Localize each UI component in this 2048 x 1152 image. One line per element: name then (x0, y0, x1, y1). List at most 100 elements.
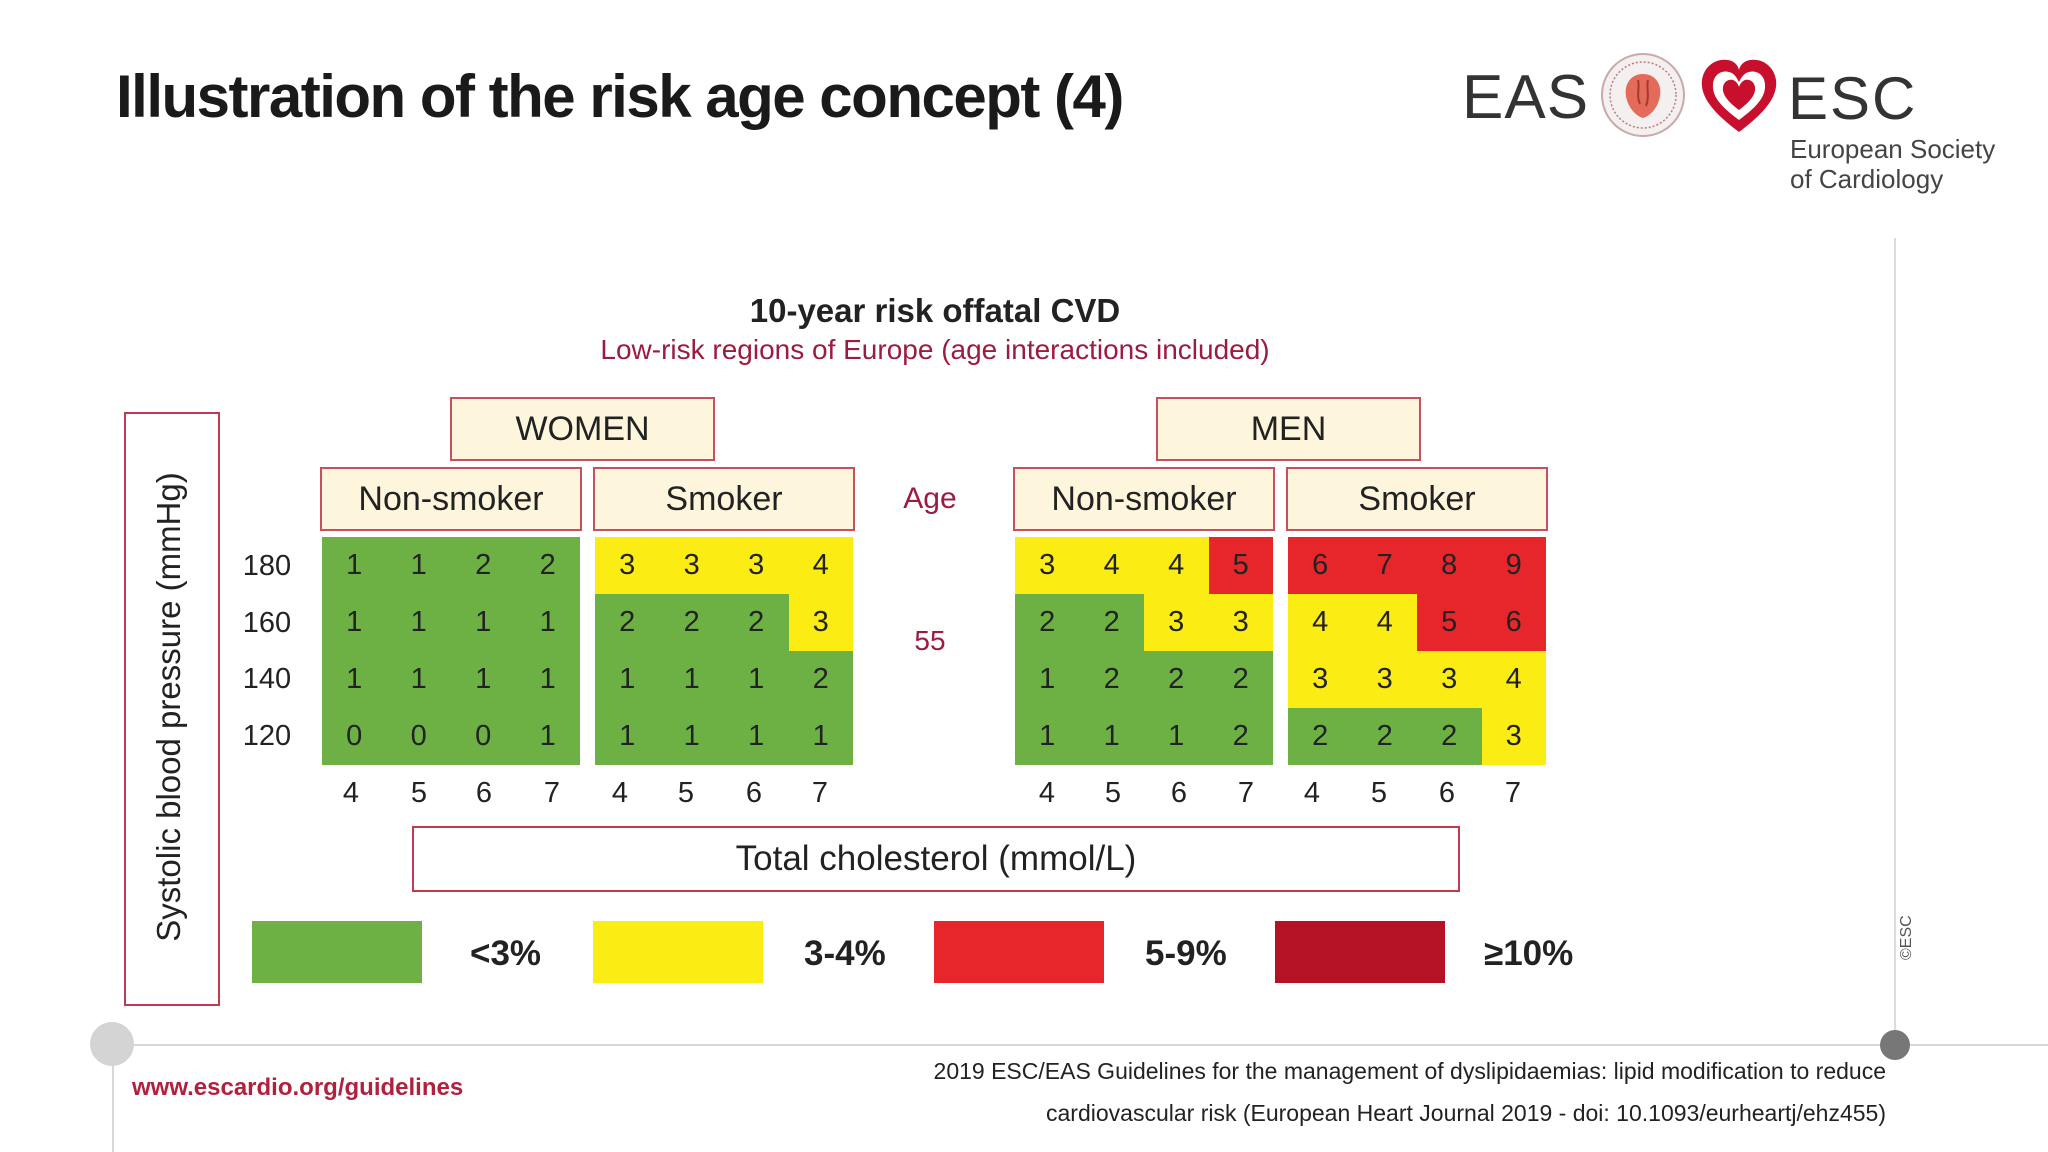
risk-cell: 3 (788, 594, 853, 651)
risk-cell: 8 (1417, 537, 1482, 594)
legend-swatch-dark-red (1275, 921, 1445, 983)
cholesterol-tick-label: 7 (1237, 777, 1255, 809)
y-axis-label: Systolic blood pressure (mmHg) (150, 472, 187, 942)
risk-cell: 0 (322, 708, 387, 765)
right-divider (1894, 238, 1896, 1038)
risk-cell: 4 (1079, 537, 1144, 594)
cholesterol-tick-label: 7 (811, 777, 829, 809)
legend-label: ≥10% (1484, 934, 1574, 973)
risk-cell: 1 (1015, 708, 1080, 765)
risk-cell: 1 (724, 651, 789, 708)
cholesterol-tick-label: 6 (475, 777, 493, 809)
risk-cell: 1 (322, 594, 387, 651)
risk-cell: 3 (1417, 651, 1482, 708)
risk-cell: 1 (659, 708, 724, 765)
footer-vertical-divider (112, 1046, 114, 1152)
risk-cell: 1 (515, 651, 580, 708)
risk-cell: 2 (1079, 594, 1144, 651)
risk-cell: 2 (1352, 708, 1417, 765)
risk-cell: 1 (788, 708, 853, 765)
risk-cell: 3 (1208, 594, 1273, 651)
bp-tick-label: 160 (242, 607, 292, 639)
risk-cell: 7 (1352, 537, 1417, 594)
age-value: 55 (914, 625, 946, 656)
cholesterol-tick-label: 4 (342, 777, 360, 809)
footer-divider (112, 1044, 2048, 1046)
risk-cell: 3 (1352, 651, 1417, 708)
risk-cell: 5 (1208, 537, 1273, 594)
risk-cell: 3 (724, 537, 789, 594)
risk-cell: 1 (386, 594, 451, 651)
legend-label: <3% (470, 934, 542, 973)
cholesterol-tick-label: 7 (543, 777, 561, 809)
cholesterol-tick-label: 4 (1303, 777, 1321, 809)
esc-heart-icon (1701, 59, 1777, 132)
risk-cell: 6 (1288, 537, 1353, 594)
bp-tick-label: 120 (242, 720, 292, 752)
risk-cell: 2 (659, 594, 724, 651)
risk-cell: 1 (515, 708, 580, 765)
footer-dot-left (90, 1022, 134, 1066)
cholesterol-tick-label: 6 (745, 777, 763, 809)
risk-cell: 2 (1144, 651, 1209, 708)
cholesterol-tick-label: 5 (677, 777, 695, 809)
esc-subtitle-line1: European Society (1790, 134, 1996, 164)
risk-cell: 2 (788, 651, 853, 708)
risk-cell: 1 (451, 651, 516, 708)
age-label: Age (903, 482, 957, 515)
risk-cell: 5 (1417, 594, 1482, 651)
cholesterol-tick-label: 5 (1370, 777, 1388, 809)
footer-dot-right (1880, 1030, 1910, 1060)
risk-cell: 1 (322, 651, 387, 708)
page-title: Illustration of the risk age concept (4) (116, 63, 1124, 130)
legend-swatch-red (934, 921, 1104, 983)
guidelines-link[interactable]: www.escardio.org/guidelines (132, 1074, 464, 1101)
cholesterol-tick-label: 7 (1504, 777, 1522, 809)
risk-cell: 3 (659, 537, 724, 594)
legend-label: 3-4% (804, 934, 886, 973)
legend-label: 5-9% (1145, 934, 1227, 973)
risk-cell: 4 (1481, 651, 1546, 708)
risk-cell: 1 (724, 708, 789, 765)
chart-title: 10-year risk offatal CVD (749, 292, 1121, 329)
y-axis-label-box (124, 412, 220, 1006)
bp-tick-label: 180 (242, 550, 292, 582)
copyright-label: ©ESC (1898, 915, 1915, 960)
risk-cell: 3 (595, 537, 660, 594)
risk-cell: 2 (595, 594, 660, 651)
bp-tick-label: 140 (242, 663, 292, 695)
cholesterol-tick-label: 4 (1038, 777, 1056, 809)
risk-cell: 3 (1288, 651, 1353, 708)
risk-cell: 1 (1144, 708, 1209, 765)
risk-cell: 6 (1481, 594, 1546, 651)
cholesterol-tick-label: 4 (611, 777, 629, 809)
risk-cell: 9 (1481, 537, 1546, 594)
risk-cell: 1 (1079, 708, 1144, 765)
risk-cell: 1 (322, 537, 387, 594)
cholesterol-tick-label: 5 (410, 777, 428, 809)
cholesterol-tick-label: 6 (1438, 777, 1456, 809)
x-axis-label: Total cholesterol (mmol/L) (412, 826, 1460, 892)
risk-cell: 0 (451, 708, 516, 765)
men-smoker-header: Smoker (1286, 467, 1548, 531)
risk-cell: 4 (788, 537, 853, 594)
cholesterol-tick-label: 6 (1170, 777, 1188, 809)
women-non-smoker-header: Non-smoker (320, 467, 582, 531)
risk-cell: 1 (386, 651, 451, 708)
risk-cell: 2 (515, 537, 580, 594)
risk-cell: 2 (724, 594, 789, 651)
reference-line-2: cardiovascular risk (European Heart Jour… (1046, 1100, 1886, 1126)
women-header: WOMEN (450, 397, 715, 461)
reference-line-1: 2019 ESC/EAS Guidelines for the manageme… (933, 1058, 1886, 1084)
esc-subtitle-line2: of Cardiology (1790, 164, 1944, 194)
risk-cell: 1 (386, 537, 451, 594)
men-non-smoker-header: Non-smoker (1013, 467, 1275, 531)
risk-cell: 2 (451, 537, 516, 594)
risk-cell: 1 (451, 594, 516, 651)
risk-cell: 1 (1015, 651, 1080, 708)
risk-cell: 4 (1144, 537, 1209, 594)
risk-cell: 2 (1015, 594, 1080, 651)
